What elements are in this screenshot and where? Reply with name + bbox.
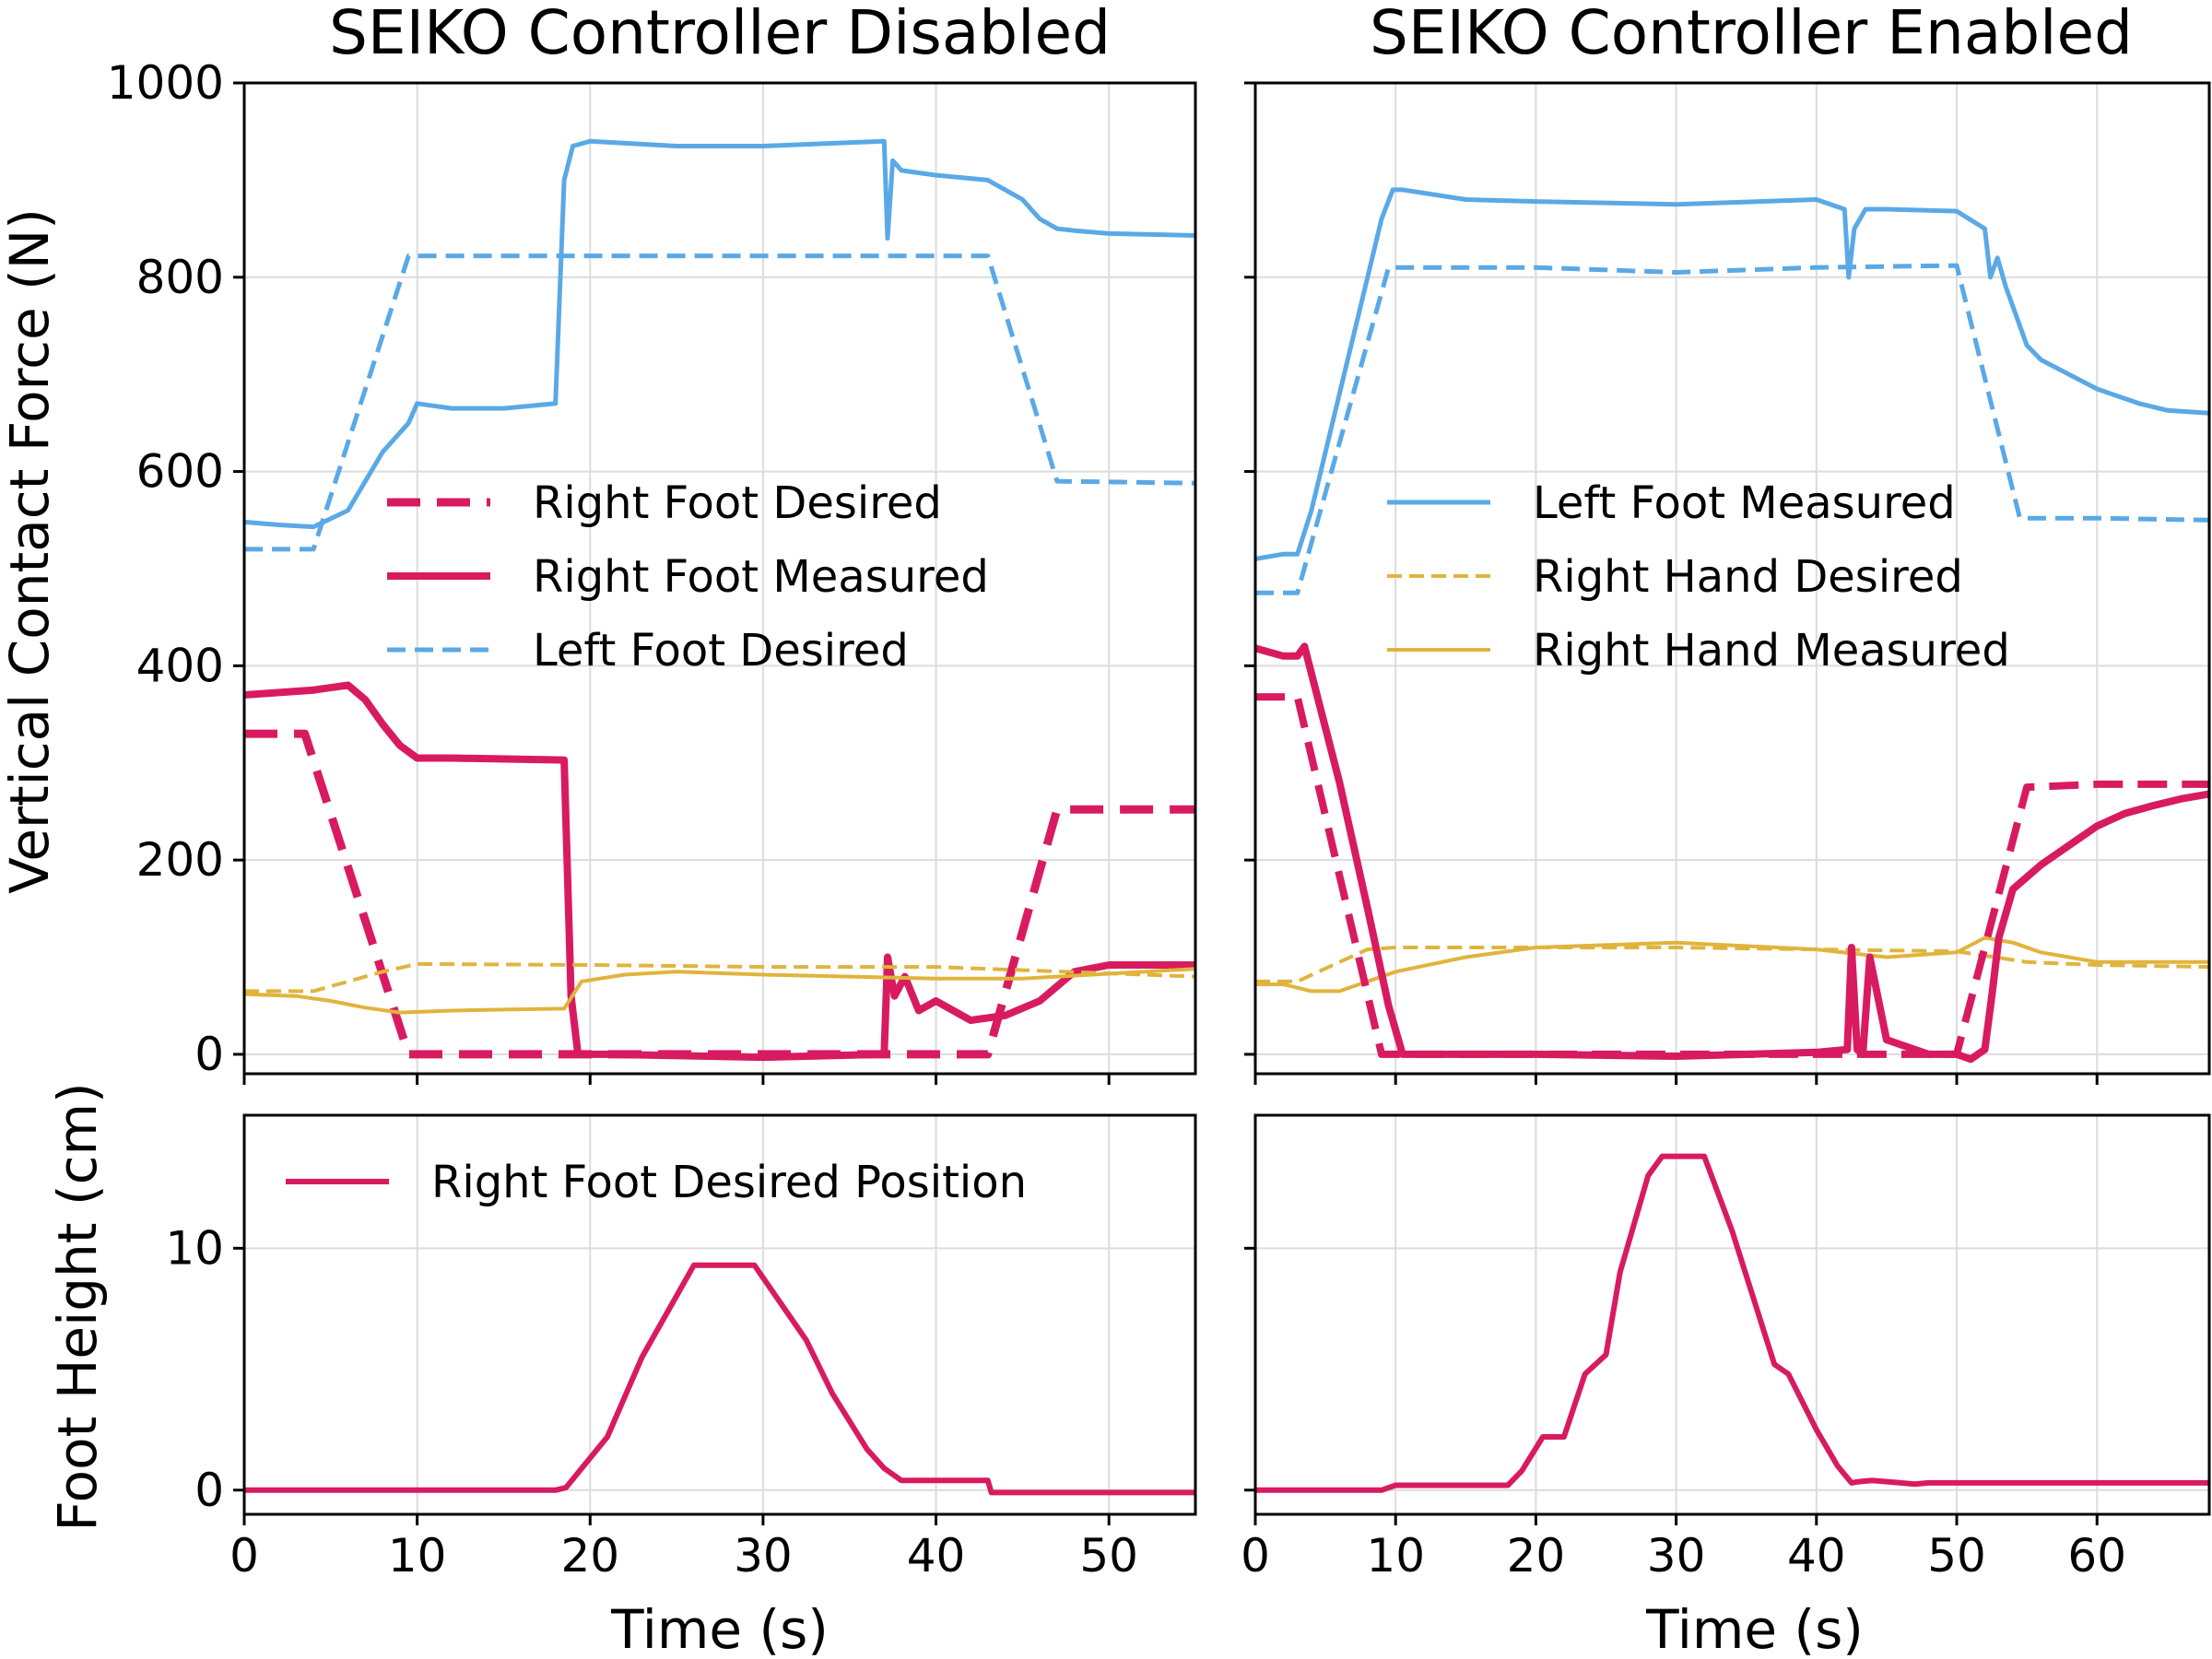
force-enabled-plot: [1244, 81, 2211, 1085]
x-tick-label: 60: [2067, 1529, 2126, 1583]
series-line-right-hand-measured: [1255, 935, 2209, 994]
legend-height-disabled: Right Foot Desired Position: [286, 1157, 1027, 1208]
series-line-right-foot-desired: [244, 729, 1195, 1059]
y-tick-label: 1000: [107, 56, 224, 110]
y-tick-label: 800: [136, 251, 224, 304]
height-disabled-plot: 0 10 20 30 40 50 0 10: [165, 1113, 1197, 1583]
x-tick-label: 40: [907, 1529, 966, 1583]
y-tick-label: 400: [136, 639, 224, 692]
legend-label: Left Foot Desired: [533, 625, 909, 677]
series-line-left-foot-desired: [244, 253, 1195, 552]
series-line-left-foot-measured: [1255, 187, 2209, 561]
legend-label: Right Foot Desired Position: [431, 1157, 1027, 1208]
legend-label: Left Foot Measured: [1533, 477, 1956, 529]
x-tick-label: 30: [734, 1529, 793, 1583]
force-disabled-plot: 0 200 400 600 800 1000: [107, 56, 1197, 1085]
series-line-unlabeled-4: [1255, 693, 2209, 1058]
x-tick-label: 20: [1507, 1529, 1566, 1583]
ylabel-force: Vertical Contact Force (N): [0, 208, 61, 894]
legend-force-enabled: Left Foot Measured Right Hand Desired Righ…: [1387, 477, 2010, 677]
ylabel-height: Foot Height (cm): [46, 1082, 109, 1531]
title-disabled: SEIKO Controller Disabled: [329, 0, 1111, 68]
legend-label: Right Foot Desired: [533, 477, 942, 529]
x-tick-label: 50: [1927, 1529, 1986, 1583]
x-tick-label: 30: [1647, 1529, 1706, 1583]
x-tick-label: 0: [229, 1529, 259, 1583]
x-tick-label: 10: [1366, 1529, 1425, 1583]
x-tick-label: 20: [560, 1529, 619, 1583]
x-tick-label: 50: [1079, 1529, 1138, 1583]
series-line-unlabeled-3: [1255, 263, 2209, 595]
series-line-unlabeled-5: [1255, 642, 2209, 1064]
legend-label: Right Hand Desired: [1533, 551, 1963, 603]
series-line-unlabeled-5: [244, 967, 1195, 1015]
x-tick-label: 40: [1787, 1529, 1846, 1583]
x-tick-label: 0: [1241, 1529, 1270, 1583]
xlabel-disabled: Time (s): [610, 1598, 829, 1659]
y-tick-label: 600: [136, 445, 224, 499]
plot-frame: [242, 1113, 1197, 1516]
legend-force-disabled: Right Foot Desired Right Foot Measured Lef…: [387, 477, 989, 677]
series-line-unlabeled-3: [244, 138, 1195, 530]
y-tick-label: 0: [194, 1464, 224, 1517]
plot-frame: [242, 81, 1197, 1076]
series-line-right-foot-measured: [244, 681, 1195, 1062]
legend-label: Right Foot Measured: [533, 551, 989, 603]
y-tick-label: 10: [165, 1221, 224, 1275]
series-line-unlabeled-0: [1255, 1153, 2209, 1493]
y-tick-label: 0: [194, 1028, 224, 1081]
title-enabled: SEIKO Controller Enabled: [1370, 0, 2133, 68]
series-line-right-hand-desired: [1255, 946, 2209, 983]
legend-label: Right Hand Measured: [1533, 625, 2010, 677]
series-line-unlabeled-4: [244, 961, 1195, 994]
y-tick-label: 200: [136, 833, 224, 887]
series-line-right-foot-desired-position: [244, 1262, 1195, 1496]
x-tick-label: 10: [388, 1529, 447, 1583]
plot-frame: [1253, 81, 2211, 1076]
height-enabled-plot: 0 10 20 30 40 50 60: [1241, 1113, 2211, 1583]
xlabel-enabled: Time (s): [1645, 1598, 1864, 1659]
plot-frame: [1253, 1113, 2211, 1516]
